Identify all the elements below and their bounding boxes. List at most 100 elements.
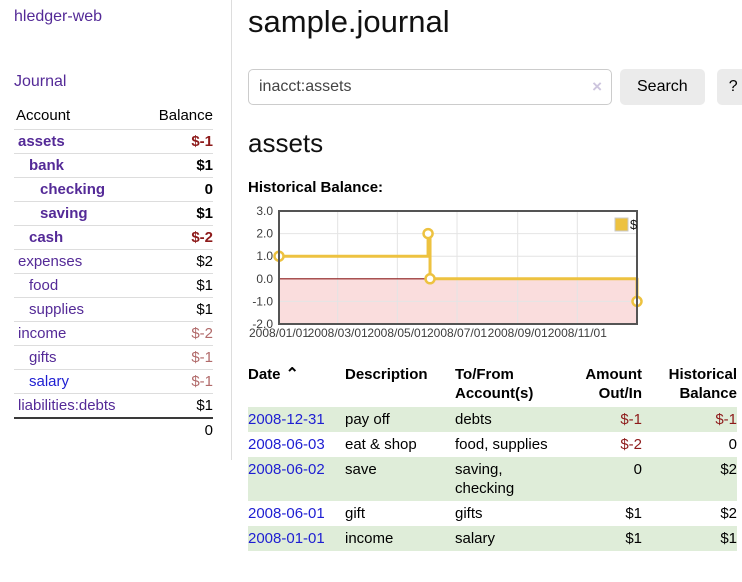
account-row: saving $1 bbox=[14, 201, 213, 226]
x-tick-label: 2008/09/01 bbox=[488, 326, 548, 340]
transaction-amount: 0 bbox=[633, 461, 642, 478]
legend-label: $ bbox=[630, 217, 638, 232]
sort-ascending-icon: ⌃ bbox=[285, 366, 299, 383]
sidebar: hledger-web Journal Account Balance asse… bbox=[0, 0, 232, 460]
date-header-label: Date bbox=[248, 366, 281, 383]
transaction-accounts: saving, checking bbox=[455, 461, 515, 497]
transaction-amount: $1 bbox=[625, 505, 642, 522]
transaction-balance: $1 bbox=[720, 530, 737, 547]
account-link-income[interactable]: income bbox=[18, 325, 67, 342]
clear-search-icon[interactable]: × bbox=[592, 77, 602, 96]
x-tick-label: 2008/03/01 bbox=[308, 326, 368, 340]
accounts-header-balance: Balance bbox=[158, 107, 213, 124]
accounts-table-body: assets $-1 bank $1 checking 0 saving $1 cash $-2 e… bbox=[14, 129, 213, 419]
transaction-balance: $2 bbox=[720, 461, 737, 478]
search-button[interactable]: Search bbox=[620, 69, 705, 105]
transaction-row: 2008-01-01 income salary $1 $1 bbox=[248, 526, 737, 551]
transaction-date-link[interactable]: 2008-12-31 bbox=[248, 411, 325, 428]
account-balance: $1 bbox=[196, 205, 213, 222]
transaction-row: 2008-12-31 pay off debts $-1 $-1 bbox=[248, 407, 737, 432]
y-tick-label: 3.0 bbox=[256, 204, 273, 218]
transactions-table: Date ⌃ Description To/From Account(s) Amo… bbox=[248, 363, 737, 551]
transaction-description: income bbox=[345, 530, 394, 547]
transaction-accounts: debts bbox=[455, 411, 492, 428]
page-title: sample.journal bbox=[248, 4, 450, 39]
transaction-accounts: gifts bbox=[455, 505, 483, 522]
account-link-cash[interactable]: cash bbox=[29, 229, 64, 246]
transaction-date-link[interactable]: 2008-06-02 bbox=[248, 461, 325, 478]
account-link-expenses[interactable]: expenses bbox=[18, 253, 83, 270]
transaction-description: save bbox=[345, 461, 377, 478]
transaction-accounts: salary bbox=[455, 530, 496, 547]
x-tick-label: 2008/01/01 bbox=[249, 326, 309, 340]
sidebar-nav: Journal bbox=[14, 73, 213, 91]
app-window: hledger-web Journal Account Balance asse… bbox=[0, 0, 742, 551]
search-form: × Search ? bbox=[248, 69, 742, 105]
transaction-description: gift bbox=[345, 505, 366, 522]
data-point-marker bbox=[422, 227, 434, 240]
account-balance: $1 bbox=[196, 157, 213, 174]
account-row: liabilities:debts $1 bbox=[14, 393, 213, 419]
app-title-link[interactable]: hledger-web bbox=[14, 8, 103, 25]
transactions-header-description: Description bbox=[345, 366, 428, 383]
historical-balance-chart: $3.0 2.0 1.0 0.0 -1.0 -2.0 2008/01/01 2008/03/0… bbox=[248, 204, 648, 342]
account-link-assets[interactable]: assets bbox=[18, 133, 65, 150]
account-row: checking 0 bbox=[14, 177, 213, 202]
transaction-description: pay off bbox=[345, 411, 390, 428]
sidebar-item-journal[interactable]: Journal bbox=[14, 73, 67, 90]
transaction-balance: 0 bbox=[728, 436, 737, 453]
transaction-amount: $1 bbox=[625, 530, 642, 547]
transactions-header-balance: Historical Balance bbox=[668, 366, 737, 402]
transaction-accounts: food, supplies bbox=[455, 436, 548, 453]
accounts-table: Account Balance assets $-1 bank $1 checking 0… bbox=[14, 104, 213, 442]
account-balance: $2 bbox=[196, 253, 213, 270]
transactions-header-accounts: To/From Account(s) bbox=[455, 366, 534, 402]
account-balance: $1 bbox=[196, 397, 213, 414]
accounts-total-balance: 0 bbox=[204, 422, 213, 439]
transaction-row: 2008-06-03 eat & shop food, supplies $-2 0 bbox=[248, 432, 737, 457]
transaction-row: 2008-06-01 gift gifts $1 $2 bbox=[248, 501, 737, 526]
account-row: cash $-2 bbox=[14, 225, 213, 250]
account-link-food[interactable]: food bbox=[29, 277, 59, 294]
account-balance: 0 bbox=[204, 181, 213, 198]
account-balance: $-1 bbox=[191, 349, 213, 366]
account-link-supplies[interactable]: supplies bbox=[29, 301, 85, 318]
account-link-saving[interactable]: saving bbox=[40, 205, 88, 222]
x-tick-label: 2008/07/01 bbox=[427, 326, 487, 340]
legend-swatch bbox=[614, 217, 629, 232]
account-balance: $1 bbox=[196, 277, 213, 294]
main-content: sample.journal × Search ? assets Histori… bbox=[232, 0, 742, 551]
y-tick-label: -2.0 bbox=[252, 317, 273, 331]
account-balance: $-1 bbox=[191, 373, 213, 390]
account-link-gifts[interactable]: gifts bbox=[29, 349, 57, 366]
search-input[interactable] bbox=[248, 69, 612, 105]
transaction-amount: $-1 bbox=[620, 411, 642, 428]
account-row: income $-2 bbox=[14, 321, 213, 346]
y-tick-label: 1.0 bbox=[256, 249, 273, 263]
account-row: salary $-1 bbox=[14, 369, 213, 394]
account-row: bank $1 bbox=[14, 153, 213, 178]
transaction-date-link[interactable]: 2008-06-01 bbox=[248, 505, 325, 522]
account-balance: $-1 bbox=[191, 133, 213, 150]
y-tick-label: 0.0 bbox=[256, 272, 273, 286]
transaction-balance: $2 bbox=[720, 505, 737, 522]
account-balance: $1 bbox=[196, 301, 213, 318]
transaction-date-link[interactable]: 2008-06-03 bbox=[248, 436, 325, 453]
account-balance: $-2 bbox=[191, 229, 213, 246]
account-link-salary[interactable]: salary bbox=[29, 373, 70, 390]
y-tick-label: -1.0 bbox=[252, 294, 273, 308]
transactions-header-amount: Amount Out/In bbox=[585, 366, 642, 402]
account-row: gifts $-1 bbox=[14, 345, 213, 370]
accounts-header-account: Account bbox=[16, 107, 71, 124]
account-link-bank[interactable]: bank bbox=[29, 157, 65, 174]
account-balance: $-2 bbox=[191, 325, 213, 342]
transaction-balance: $-1 bbox=[715, 411, 737, 428]
transactions-header-date[interactable]: Date ⌃ bbox=[248, 363, 345, 407]
transaction-date-link[interactable]: 2008-01-01 bbox=[248, 530, 325, 547]
accounts-total-row: 0 bbox=[14, 418, 213, 442]
transaction-amount: $-2 bbox=[620, 436, 642, 453]
search-help-button[interactable]: ? bbox=[716, 69, 742, 105]
account-link-checking[interactable]: checking bbox=[40, 181, 106, 198]
account-row: food $1 bbox=[14, 273, 213, 298]
account-link-liabilities-debts[interactable]: liabilities:debts bbox=[18, 397, 116, 414]
